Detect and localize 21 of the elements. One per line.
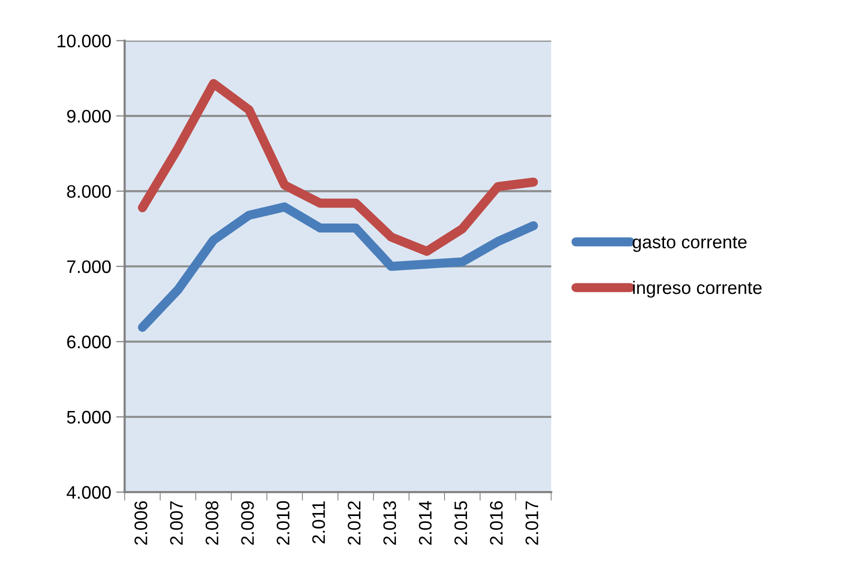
x-tick-label: 2.013 <box>383 501 396 545</box>
legend-label: gasto corrente <box>632 236 747 252</box>
y-tick-label: 4.000 <box>66 486 111 499</box>
x-tick-label: 2.008 <box>206 501 218 545</box>
y-tick-label: 6.000 <box>67 336 111 348</box>
x-tick-label: 2.012 <box>348 501 361 545</box>
y-tick-label: 5.000 <box>67 410 111 424</box>
x-tick-label: 2.017 <box>525 501 538 545</box>
x-tick-label: 2.015 <box>454 501 468 545</box>
y-tick-label: 8.000 <box>67 185 111 198</box>
x-tick-label: 2.010 <box>276 501 290 545</box>
x-tick-label: 2.009 <box>241 501 254 545</box>
legend-label: ingreso corrente <box>633 280 762 298</box>
x-tick-label: 2.006 <box>134 501 148 545</box>
x-tick-label: 2.007 <box>170 501 183 545</box>
x-tick-label: 2.016 <box>490 501 503 545</box>
y-tick-label: 7.000 <box>67 260 111 274</box>
x-tick-label: 2.014 <box>418 500 432 545</box>
y-tick-label: 10.000 <box>58 34 111 48</box>
x-tick-label: 2.011 <box>312 501 325 544</box>
y-tick-label: 9.000 <box>67 110 111 123</box>
